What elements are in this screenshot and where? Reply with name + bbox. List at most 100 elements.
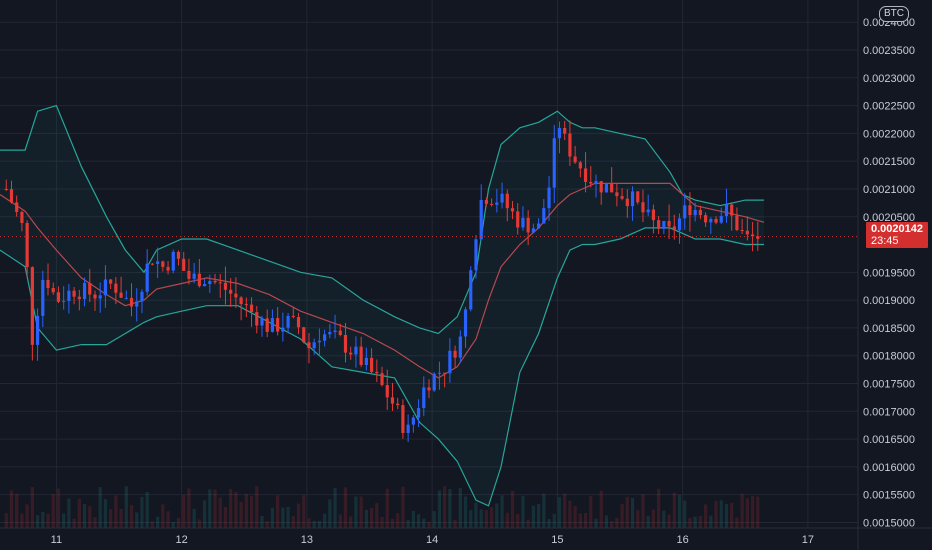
candle-body (552, 138, 556, 188)
volume-bar (698, 516, 702, 528)
volume-bar (416, 514, 421, 528)
volume-bar (547, 518, 551, 528)
candle-body (510, 208, 515, 212)
candle-body (557, 127, 562, 139)
volume-bar (369, 507, 374, 528)
volume-bar (270, 507, 275, 528)
volume-bar (463, 496, 468, 528)
candle-body (234, 293, 238, 298)
volume-bar (667, 514, 671, 528)
candle-body (484, 200, 489, 204)
time-axis[interactable]: 11 12 13 14 15 16 17 (0, 527, 932, 546)
bar-countdown: 23:45 (871, 235, 899, 247)
volume-bar (276, 495, 280, 528)
candle-body (296, 317, 301, 328)
volume-bar (260, 515, 264, 528)
volume-bar (161, 504, 165, 528)
volume-bar (114, 495, 118, 528)
volume-bar (542, 493, 546, 528)
bollinger-upper-line (0, 104, 765, 335)
volume-bar (317, 520, 322, 528)
candle-body (62, 300, 66, 302)
candle-body (443, 372, 447, 374)
candle-body (385, 385, 389, 398)
volume-bar (646, 515, 650, 528)
candle-body (255, 312, 259, 326)
candle-body (469, 270, 473, 310)
price-tick-label: 0.0022000 (863, 128, 915, 140)
volume-bar (182, 494, 186, 528)
candle-body (547, 187, 551, 209)
volume-bar (93, 517, 97, 528)
volume-bar (526, 519, 530, 528)
candle-body (745, 230, 749, 235)
candle-body (735, 215, 739, 230)
volume-bar (307, 518, 311, 528)
time-tick-label: 15 (551, 534, 563, 546)
volume-bar (693, 516, 697, 528)
volume-bar (286, 506, 290, 528)
candle-body (390, 397, 395, 404)
volume-bar (135, 512, 139, 528)
bollinger-lower-line (0, 227, 765, 507)
volume-bar (354, 496, 358, 528)
candle-body (197, 273, 201, 287)
volume-bar (490, 507, 494, 528)
volume-bar (349, 516, 353, 528)
price-tick-label: 0.0023500 (863, 45, 915, 57)
volume-bar (469, 510, 473, 528)
volume-bar (385, 488, 389, 528)
candle-body (704, 215, 708, 223)
volume-bar (229, 489, 233, 528)
candle-body (453, 350, 457, 358)
price-axis[interactable]: 0.0015000 0.0015500 0.0016000 0.0016500 0.00… (857, 0, 915, 550)
candle-body (4, 188, 8, 190)
volume-histogram (4, 486, 760, 528)
candle-body (568, 133, 572, 157)
candle-body (594, 181, 598, 184)
candle-body (657, 220, 661, 229)
candle-body (302, 327, 306, 343)
volume-bar (4, 513, 8, 528)
volume-bar (662, 510, 666, 528)
volume-bar (187, 488, 191, 528)
volume-bar (296, 503, 301, 528)
volume-bar (500, 495, 504, 528)
price-tick-label: 0.0022500 (863, 101, 915, 113)
candle-body (651, 209, 656, 221)
volume-bar (589, 495, 593, 528)
volume-bar (62, 513, 66, 528)
candle-body (463, 309, 468, 337)
candle-body (56, 292, 61, 302)
candle-body (202, 283, 207, 287)
volume-bar (578, 513, 582, 528)
candle-body (307, 342, 311, 349)
candle-body (406, 424, 410, 433)
volume-bar (594, 518, 598, 528)
time-tick-label: 11 (51, 534, 62, 546)
volume-bar (683, 500, 687, 528)
volume-bar (255, 486, 259, 528)
candle-body (364, 357, 368, 365)
volume-bar (672, 492, 676, 528)
candle-body (150, 263, 154, 265)
currency-badge[interactable]: BTC (879, 6, 909, 22)
volume-bar (573, 505, 577, 528)
candle-body (630, 191, 635, 207)
candle-body (140, 291, 144, 302)
volume-bar (328, 499, 332, 528)
candle-body (109, 279, 113, 284)
candle-body (51, 288, 55, 293)
candle-body (490, 203, 494, 205)
volume-bar (223, 507, 228, 528)
candle-body (474, 239, 478, 271)
volume-bar (552, 513, 556, 528)
candle-body (119, 292, 123, 298)
volume-bar (20, 513, 24, 528)
candle-body (714, 218, 718, 223)
candle-body (479, 200, 483, 240)
volume-bar (145, 492, 149, 528)
candle-body (129, 297, 134, 307)
candle-body (323, 334, 327, 341)
